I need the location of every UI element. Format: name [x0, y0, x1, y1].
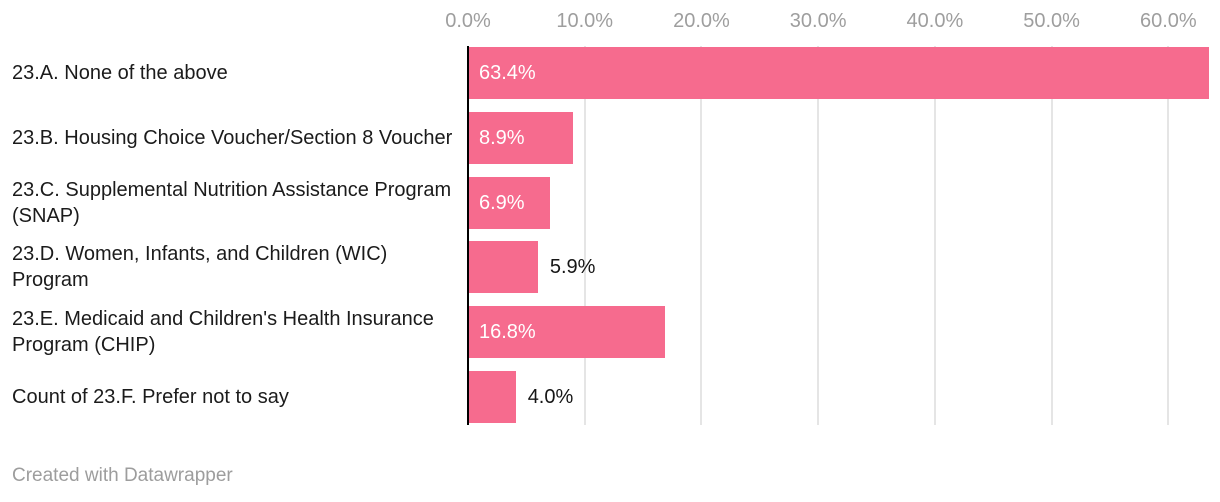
- x-axis-tick-label: 50.0%: [1023, 10, 1080, 32]
- gridline: [1167, 46, 1170, 425]
- gridline: [700, 46, 703, 425]
- bar-value-label: 4.0%: [527, 386, 574, 408]
- axis-baseline: [467, 46, 469, 425]
- bar-value-label: 8.9%: [479, 126, 525, 149]
- bar: 63.4%: [469, 47, 1209, 99]
- x-axis-tick-label: 0.0%: [445, 10, 491, 32]
- chart-credit: Created with Datawrapper: [12, 465, 233, 486]
- x-axis-tick-label: 20.0%: [673, 10, 730, 32]
- bar-value-label: 6.9%: [479, 191, 525, 214]
- x-axis-tick-label: 40.0%: [906, 10, 964, 32]
- bar-value-label: 5.9%: [549, 256, 596, 279]
- gridline: [933, 46, 936, 425]
- gridline: [583, 46, 586, 425]
- x-axis-tick-label: 10.0%: [556, 10, 614, 32]
- category-label: 23.A. None of the above: [12, 62, 228, 84]
- gridline: [817, 46, 820, 425]
- bar: 6.9%: [469, 176, 550, 229]
- gridline: [1050, 46, 1053, 425]
- bar: [469, 371, 516, 423]
- bar-value-label: 63.4%: [479, 62, 536, 84]
- category-label: Count of 23.F. Prefer not to say: [12, 386, 289, 408]
- category-label: 23.C. Supplemental Nutrition Assistance …: [12, 178, 452, 227]
- category-label: 23.E. Medicaid and Children's Health Ins…: [12, 308, 434, 357]
- bar: [469, 241, 538, 294]
- x-axis-tick-label: 60.0%: [1139, 10, 1197, 32]
- bar-value-label: 16.8%: [479, 321, 536, 344]
- category-label: 23.D. Women, Infants, and Children (WIC)…: [12, 243, 388, 292]
- bar: 8.9%: [469, 111, 573, 164]
- category-label: 23.B. Housing Choice Voucher/Section 8 V…: [12, 126, 453, 149]
- bar: 16.8%: [469, 306, 666, 359]
- x-axis-tick-label: 30.0%: [789, 10, 847, 32]
